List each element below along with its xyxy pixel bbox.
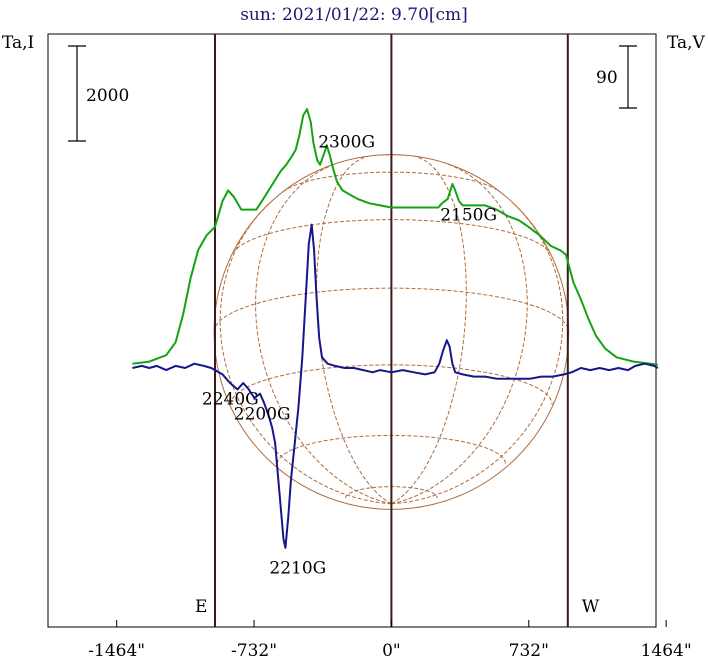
field-annotation-label: 2200G bbox=[234, 404, 291, 424]
disk-meridian bbox=[315, 155, 392, 505]
x-tick-label: 0" bbox=[382, 641, 401, 661]
intensity-series-line bbox=[132, 108, 659, 366]
disk-meridian bbox=[391, 163, 528, 505]
left-scale-value: 2000 bbox=[86, 86, 129, 106]
field-annotation-label: 2210G bbox=[269, 558, 326, 578]
data-series bbox=[132, 108, 659, 549]
x-axis-ticks: -1464" -732" 0" 732" 1464" bbox=[88, 620, 692, 661]
left-axis-label: Ta,I bbox=[2, 33, 34, 53]
right-scale-value: 90 bbox=[596, 68, 618, 88]
chart-title: sun: 2021/01/22: 9.70[cm] bbox=[240, 5, 468, 25]
x-tick-label: 1464" bbox=[641, 641, 692, 661]
x-tick-label: -1464" bbox=[88, 641, 145, 661]
plot-frame bbox=[47, 33, 657, 628]
x-tick-label: 732" bbox=[509, 641, 549, 661]
right-axis-label: Ta,V bbox=[667, 33, 706, 53]
disk-meridian bbox=[219, 202, 392, 505]
disk-meridian bbox=[391, 155, 467, 505]
scale-bars: 2000 90 bbox=[68, 45, 637, 142]
polarization-series-line bbox=[132, 223, 659, 549]
disk-meridian bbox=[391, 202, 564, 505]
field-annotation-label: 2150G bbox=[440, 205, 497, 225]
disk-meridian bbox=[255, 163, 392, 505]
east-limb-label: E bbox=[195, 597, 207, 617]
field-annotation-label: 2300G bbox=[318, 133, 375, 153]
disk-parallel bbox=[230, 364, 553, 405]
field-annotation-label: 2240G bbox=[202, 389, 259, 409]
x-tick-label: -732" bbox=[231, 641, 277, 661]
west-limb-label: W bbox=[582, 597, 600, 617]
